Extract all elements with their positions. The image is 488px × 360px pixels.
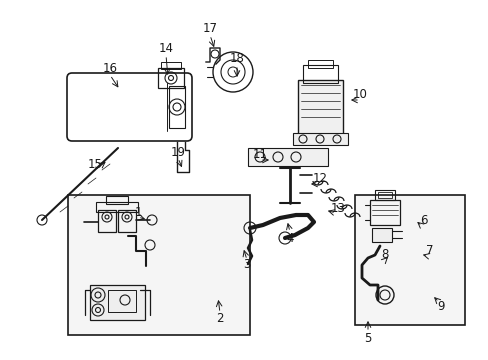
Text: 13: 13 (330, 202, 345, 215)
Text: 8: 8 (381, 248, 388, 261)
Bar (118, 210, 136, 232)
Text: 5: 5 (364, 332, 371, 345)
Bar (292, 133, 347, 145)
Bar (68, 195, 249, 335)
Text: 16: 16 (102, 62, 117, 75)
Bar (106, 196, 128, 204)
Text: 15: 15 (87, 158, 102, 171)
Text: 3: 3 (243, 258, 250, 271)
Bar (303, 65, 337, 83)
Text: 9: 9 (436, 301, 444, 314)
Bar (158, 68, 183, 88)
Text: 6: 6 (419, 215, 427, 228)
Text: 1: 1 (134, 206, 142, 219)
Bar (377, 192, 391, 198)
Bar (161, 62, 181, 69)
Bar (374, 190, 394, 200)
Text: 12: 12 (312, 171, 327, 184)
Text: 11: 11 (252, 148, 267, 161)
Bar (108, 290, 136, 312)
Bar (369, 200, 399, 225)
Text: 10: 10 (352, 87, 366, 100)
Bar (354, 195, 464, 325)
Bar (90, 285, 145, 320)
Text: 2: 2 (216, 311, 224, 324)
Text: 17: 17 (202, 22, 217, 35)
Bar (371, 228, 391, 242)
Bar (247, 148, 327, 166)
Bar (98, 210, 116, 232)
Text: 4: 4 (285, 231, 293, 244)
Text: 7: 7 (426, 244, 433, 257)
Bar (96, 202, 138, 212)
Bar (169, 86, 184, 128)
Bar (297, 80, 342, 135)
Bar (307, 60, 332, 68)
Text: 14: 14 (158, 41, 173, 54)
Text: 18: 18 (229, 51, 244, 64)
Text: 19: 19 (170, 147, 185, 159)
